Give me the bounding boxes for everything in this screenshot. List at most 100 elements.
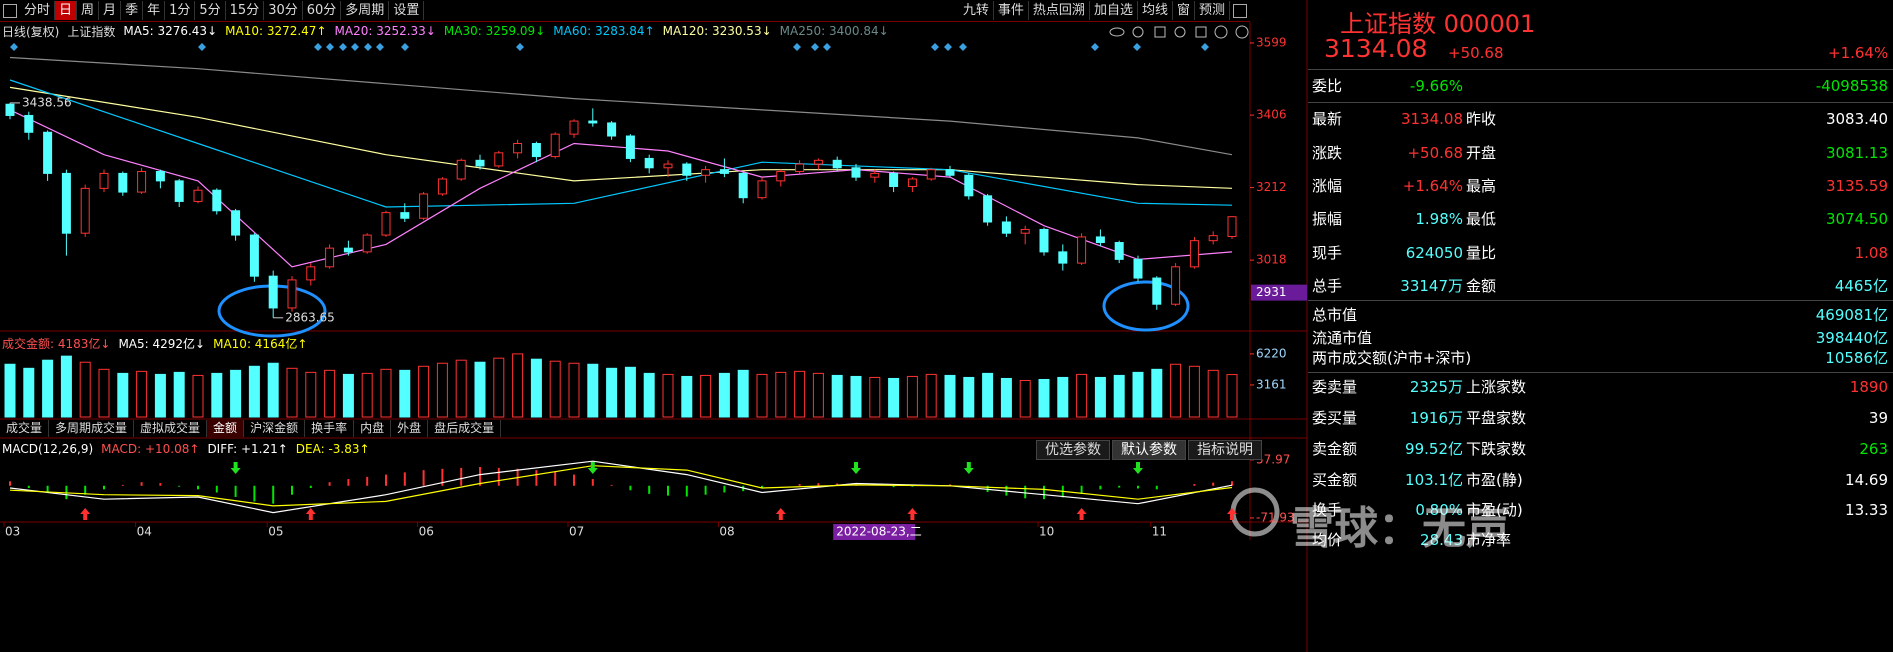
tab[interactable]: 盘后成交量	[428, 420, 502, 437]
buy-arrow	[1076, 508, 1087, 520]
candle-body	[155, 171, 165, 182]
signal-diamond	[811, 43, 819, 51]
toolbar-item[interactable]: 5分	[195, 1, 226, 20]
legend-item: MACD: +10.08↑	[101, 442, 200, 456]
candle-body	[588, 120, 598, 124]
tab[interactable]: 内盘	[354, 420, 392, 437]
volume-bar	[831, 374, 843, 418]
watermark: 雪球：无声	[1290, 503, 1510, 554]
buy-arrow	[305, 508, 316, 520]
toolbar-item[interactable]: 加自选	[1090, 1, 1138, 20]
volume-bar	[1019, 379, 1031, 418]
quote-value: 1.08	[1854, 244, 1888, 262]
legend-item: MA60: 3283.84↑	[553, 24, 655, 38]
quote-label: 开盘	[1466, 144, 1497, 162]
volume-bar	[305, 371, 317, 418]
toolbar-item[interactable]: 多周期	[341, 1, 390, 20]
indicator-tabs: 成交量 多周期成交量 虚拟成交量 金额 沪深金额 换手率 内盘 外盘 盘后成交量	[0, 420, 502, 437]
volume-bar	[60, 355, 72, 418]
quote-label: 委比	[1312, 77, 1343, 95]
toolbar-item[interactable]: 日	[55, 1, 78, 20]
info-bar: 日线(复权) 上证指数 MA5: 3276.43↓ MA10: 3272.47↑ MA2…	[0, 22, 889, 40]
quote-value: +1.64%	[1402, 177, 1463, 195]
tab[interactable]: 换手率	[305, 420, 355, 437]
volume-bar	[1132, 371, 1144, 418]
quote-label: 最低	[1466, 210, 1497, 228]
y-tick-label: 57.97	[1256, 452, 1290, 466]
candle-body	[1039, 228, 1049, 253]
candle-body	[419, 193, 429, 219]
candle-body	[1227, 216, 1237, 238]
quote-value: 3083.40	[1825, 110, 1888, 128]
candle-body	[926, 169, 936, 180]
user-circle	[1102, 280, 1190, 332]
volume-bar	[436, 362, 448, 418]
tab[interactable]: 虚拟成交量	[134, 420, 208, 437]
legend-item: MA120: 3230.53↓	[662, 24, 772, 38]
quote-value: 33147万	[1400, 277, 1463, 295]
candle-body	[80, 187, 90, 234]
quote-value: 3134.08	[1400, 110, 1463, 128]
x-tick-label: 08	[719, 525, 734, 539]
candle-body	[513, 142, 523, 154]
volume-bar	[775, 371, 787, 418]
candle-body	[1152, 277, 1162, 305]
tab[interactable]: 成交量	[0, 420, 50, 437]
candle-body	[607, 122, 617, 137]
toolbar-item[interactable]: 月	[99, 1, 122, 20]
change: +50.68	[1448, 44, 1504, 62]
toolbar-item[interactable]: 热点回溯	[1029, 1, 1090, 20]
button[interactable]: 指标说明	[1188, 440, 1262, 460]
tab[interactable]: 金额	[207, 420, 245, 437]
button[interactable]: 默认参数	[1112, 440, 1186, 460]
y-tick-label: 3161	[1256, 377, 1287, 391]
volume-bar	[718, 372, 730, 418]
toolbar-item[interactable]: 预测	[1195, 1, 1230, 20]
toolbar-item[interactable]: 1分	[165, 1, 196, 20]
toolbar-item[interactable]: 周	[77, 1, 100, 20]
quote-value: 2325万	[1409, 378, 1463, 396]
candle-body	[776, 171, 786, 182]
quote-label: 上涨家数	[1466, 378, 1527, 396]
volume-bar	[98, 368, 110, 418]
toolbar-item[interactable]: 事件	[994, 1, 1029, 20]
volume-bar	[1170, 363, 1182, 418]
toolbar-item[interactable]: 15分	[226, 1, 265, 20]
toolbar-item[interactable]: 九转	[959, 1, 994, 20]
sell-arrow	[1133, 462, 1143, 474]
quote-label: 市盈(动)	[1466, 501, 1523, 519]
toolbar-item[interactable]: 年	[143, 1, 166, 20]
quote-label: 最高	[1466, 177, 1497, 195]
tab[interactable]: 外盘	[391, 420, 429, 437]
quote-value: 263	[1859, 440, 1888, 458]
annotation: 2863.65	[285, 310, 335, 324]
quote-label: 金额	[1466, 277, 1497, 295]
quote-label: 振幅	[1312, 210, 1343, 228]
quote-value: 1.98%	[1415, 210, 1463, 228]
candle-body	[494, 152, 504, 167]
quote-label: 涨跌	[1312, 144, 1343, 162]
toolbar-item[interactable]: 分时	[20, 1, 56, 20]
volume-bar	[267, 362, 279, 418]
candle-body	[719, 169, 729, 174]
volume-bar	[455, 359, 467, 418]
candle-body	[475, 159, 485, 167]
button[interactable]: 优选参数	[1036, 440, 1110, 460]
signal-diamond	[401, 43, 409, 51]
toolbar-item[interactable]: 季	[121, 1, 144, 20]
buy-arrow	[80, 508, 91, 520]
tab[interactable]: 沪深金额	[244, 420, 306, 437]
volume-bar	[756, 373, 768, 418]
sell-arrow	[963, 462, 974, 474]
toolbar-item[interactable]: 60分	[303, 1, 342, 20]
toolbar-item[interactable]: 窗	[1173, 1, 1195, 20]
candle-body	[400, 212, 410, 219]
toolbar-item[interactable]: 均线	[1138, 1, 1173, 20]
candle-body	[437, 178, 447, 195]
volume-bar	[192, 374, 204, 418]
toolbar-item[interactable]: 设置	[389, 1, 425, 20]
quote-value: 4465亿	[1834, 277, 1888, 295]
tab[interactable]: 多周期成交量	[49, 420, 135, 437]
toolbar-item[interactable]: 30分	[264, 1, 303, 20]
